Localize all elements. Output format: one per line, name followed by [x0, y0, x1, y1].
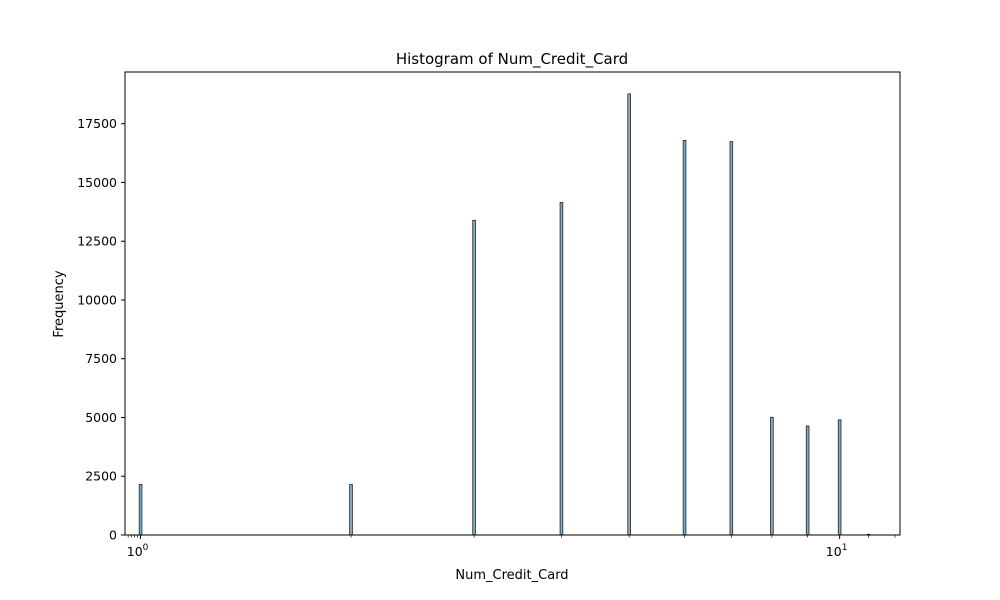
y-tick-label: 0	[109, 528, 117, 543]
x-tick-label: 100	[127, 543, 149, 559]
y-axis-label: Frequency	[52, 270, 67, 337]
histogram-bar-5	[627, 93, 631, 536]
y-tick-label: 10000	[77, 292, 117, 307]
histogram-bar-9	[805, 425, 810, 536]
histogram-bar-1	[138, 484, 143, 536]
histogram-bar-3	[472, 219, 476, 536]
x-tick-base: 10	[127, 544, 143, 559]
x-tick-exponent: 1	[842, 543, 848, 553]
chart-title: Histogram of Num_Credit_Card	[396, 50, 628, 69]
x-tick-base: 10	[826, 544, 842, 559]
y-tick-label: 15000	[77, 175, 117, 190]
x-axis-label: Num_Credit_Card	[455, 568, 568, 583]
y-tick-label: 2500	[85, 469, 117, 484]
x-axis: 100 101	[127, 535, 896, 559]
plot-frame	[124, 71, 901, 536]
y-tick-label: 7500	[85, 351, 117, 366]
histogram-bar-7	[729, 141, 734, 536]
histogram-bar-10	[837, 419, 842, 536]
bars-group	[138, 93, 871, 536]
x-tick-label: 101	[826, 543, 848, 559]
y-tick-label: 17500	[77, 116, 117, 131]
y-axis: 0 2500 5000 7500 10000 12500 15000 17500	[77, 116, 125, 543]
histogram-bar-6	[682, 139, 687, 536]
y-tick-label: 5000	[85, 410, 117, 425]
histogram-bar-4	[559, 202, 564, 536]
x-tick-exponent: 0	[143, 543, 149, 553]
y-tick-label: 12500	[77, 234, 117, 249]
histogram-bar-2	[349, 484, 353, 536]
histogram-bar-8	[770, 416, 774, 536]
